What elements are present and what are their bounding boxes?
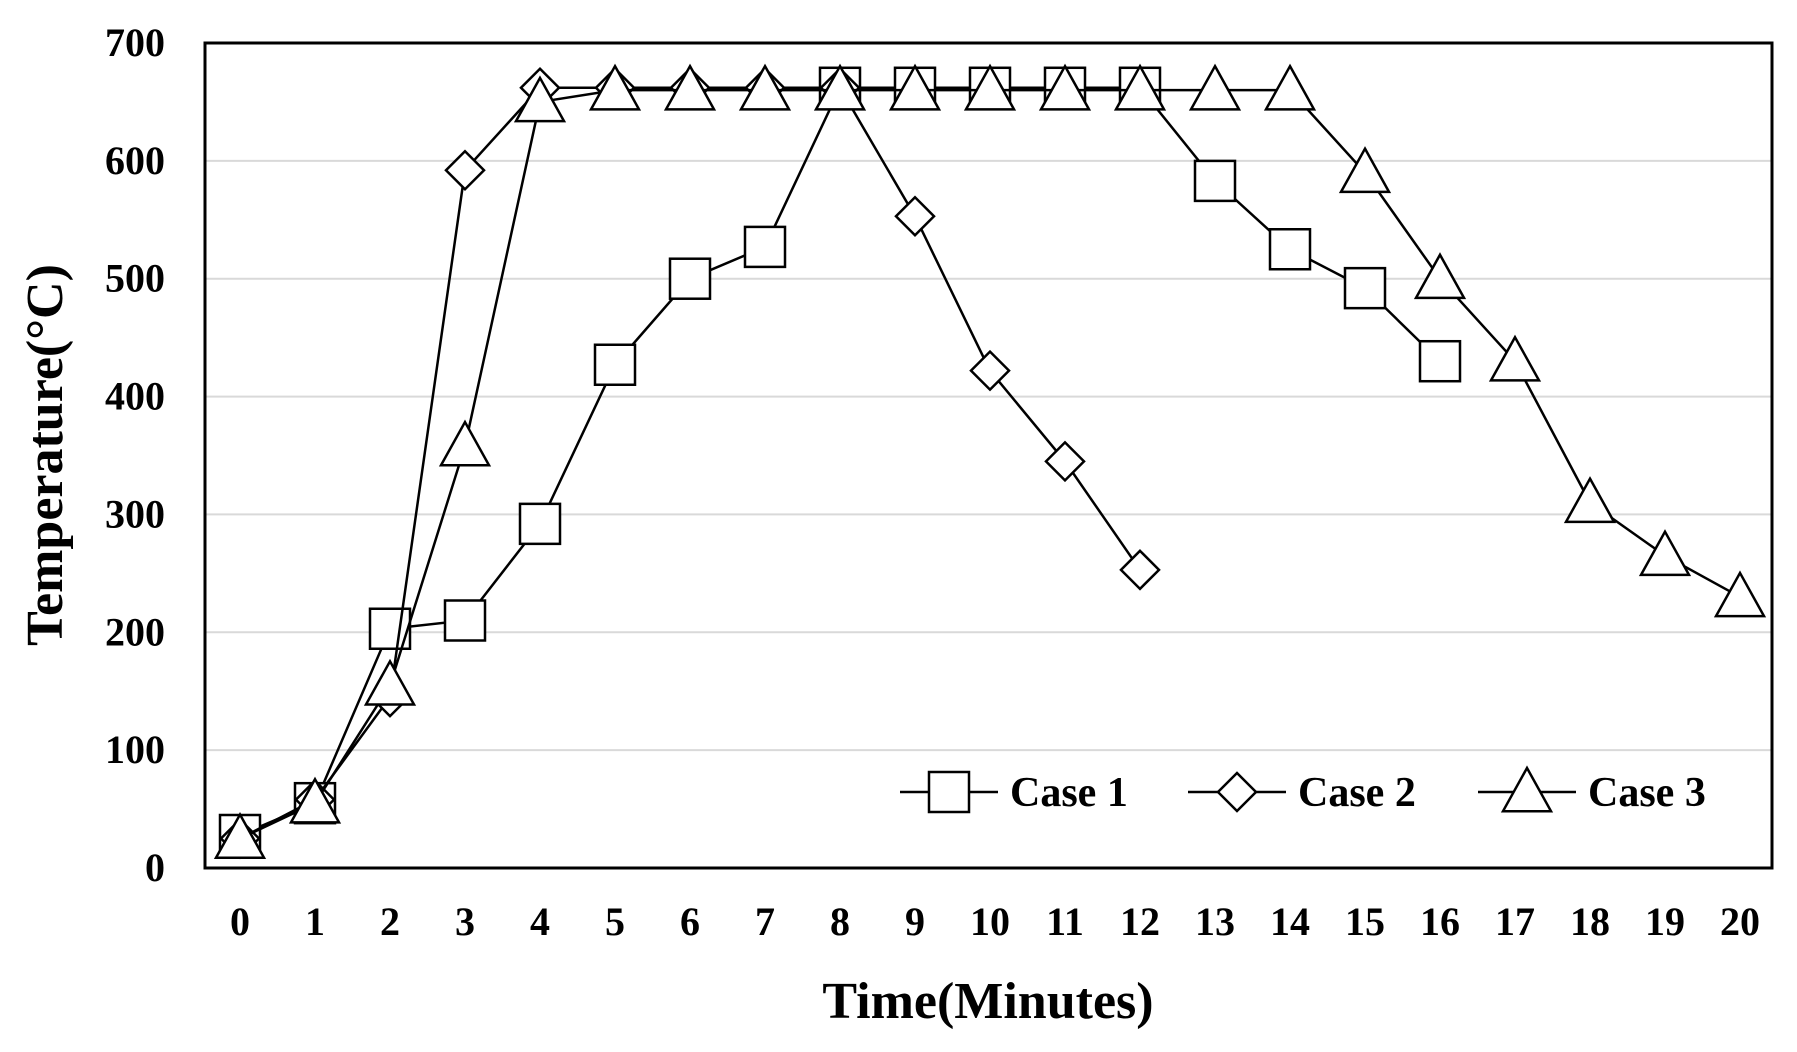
data-point-triangle	[963, 63, 1017, 111]
data-point-triangle	[1413, 252, 1467, 300]
x-tick-label: 14	[1270, 899, 1310, 944]
data-point-triangle	[738, 63, 792, 111]
x-tick-label: 3	[455, 899, 475, 944]
x-tick-label: 18	[1570, 899, 1610, 944]
data-point-triangle	[1263, 63, 1317, 111]
x-tick-label: 20	[1720, 899, 1760, 944]
x-tick-label: 7	[755, 899, 775, 944]
data-point-triangle	[1488, 334, 1542, 382]
y-tick-label: 100	[105, 727, 165, 772]
y-tick-label: 300	[105, 491, 165, 536]
data-point-diamond	[1119, 549, 1161, 591]
data-point-square	[1418, 339, 1462, 383]
x-tick-label: 16	[1420, 899, 1460, 944]
gridlines	[205, 159, 1772, 752]
series-line	[239, 86, 1441, 837]
x-tick-label: 5	[605, 899, 625, 944]
legend-item: Case 3	[1478, 765, 1706, 816]
y-tick-label: 400	[105, 374, 165, 419]
legend-marker-square	[927, 770, 971, 814]
data-point-square	[593, 343, 637, 386]
series-case-1	[218, 66, 1462, 857]
data-point-triangle	[1338, 146, 1392, 194]
x-tick-label: 12	[1120, 899, 1160, 944]
data-point-square	[443, 599, 487, 642]
legend-marker-diamond	[1216, 771, 1258, 813]
data-point-triangle	[588, 63, 642, 111]
x-tick-label: 17	[1495, 899, 1535, 944]
data-point-square	[1343, 266, 1387, 310]
data-point-square	[1193, 159, 1237, 203]
data-point-triangle	[663, 63, 717, 111]
y-tick-label: 0	[145, 845, 165, 890]
data-point-square	[743, 225, 787, 269]
x-tick-label: 6	[680, 899, 700, 944]
x-tick-label: 19	[1645, 899, 1685, 944]
x-tick-label: 11	[1046, 899, 1084, 944]
data-point-diamond	[894, 195, 936, 238]
x-tick-label: 9	[905, 899, 925, 944]
legend-marker-triangle	[1500, 765, 1554, 813]
y-tick-label: 500	[105, 256, 165, 301]
data-point-triangle	[1038, 63, 1092, 111]
data-point-triangle	[363, 658, 417, 706]
data-point-triangle	[1713, 570, 1767, 618]
legend-label: Case 3	[1588, 770, 1706, 816]
data-point-diamond	[1044, 440, 1086, 483]
y-axis-title: Temperature(°C)	[17, 264, 74, 646]
x-axis-title: Time(Minutes)	[822, 973, 1153, 1030]
x-tick-label: 2	[380, 899, 400, 944]
legend-item: Case 2	[1188, 770, 1416, 816]
y-tick-label: 600	[105, 138, 165, 183]
x-tick-label: 8	[830, 899, 850, 944]
x-tick-label: 15	[1345, 899, 1385, 944]
data-point-square	[668, 257, 712, 300]
data-point-triangle	[813, 63, 867, 111]
data-point-triangle	[513, 75, 567, 123]
x-tick-label: 4	[530, 899, 550, 944]
series-line	[239, 86, 1142, 840]
legend-label: Case 2	[1298, 770, 1416, 816]
plot-area-frame	[203, 41, 1774, 870]
data-point-triangle	[288, 776, 342, 824]
x-tick-label: 0	[230, 899, 250, 944]
series-case-2	[219, 67, 1161, 860]
series-layer	[213, 63, 1767, 860]
data-point-diamond	[444, 149, 486, 192]
data-point-triangle	[1113, 63, 1167, 111]
data-point-triangle	[1638, 529, 1692, 577]
data-point-triangle	[213, 811, 267, 859]
legend: Case 1 Case 2 Case 3	[900, 765, 1706, 816]
series-case-3	[213, 63, 1767, 859]
data-point-diamond	[969, 349, 1011, 392]
x-tick-label: 13	[1195, 899, 1235, 944]
y-tick-label: 200	[105, 609, 165, 654]
data-point-triangle	[438, 419, 492, 467]
legend-label: Case 1	[1010, 770, 1128, 816]
x-tick-label: 10	[970, 899, 1010, 944]
legend-item: Case 1	[900, 770, 1128, 816]
data-point-square	[1268, 228, 1312, 271]
data-point-triangle	[888, 63, 942, 111]
data-point-square	[518, 502, 562, 546]
y-tick-label: 700	[105, 20, 165, 65]
data-point-triangle	[1188, 63, 1242, 111]
data-point-triangle	[1563, 476, 1617, 524]
x-tick-label: 1	[305, 899, 325, 944]
